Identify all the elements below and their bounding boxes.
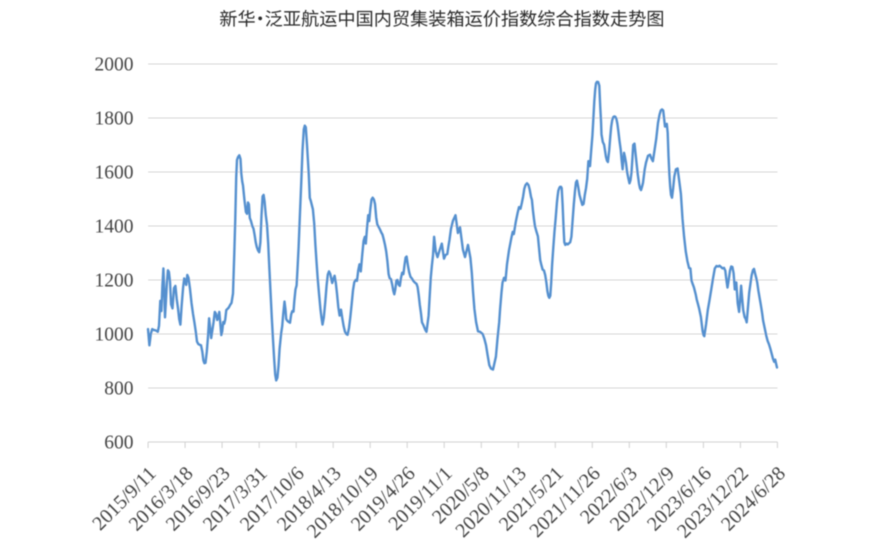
svg-text:1000: 1000 — [95, 325, 134, 346]
svg-text:1400: 1400 — [95, 217, 134, 238]
svg-text:2000: 2000 — [95, 55, 134, 76]
svg-text:1200: 1200 — [95, 271, 134, 292]
svg-text:800: 800 — [104, 379, 133, 400]
svg-text:1800: 1800 — [95, 109, 134, 130]
svg-text:600: 600 — [104, 433, 133, 454]
svg-text:1600: 1600 — [95, 163, 134, 184]
